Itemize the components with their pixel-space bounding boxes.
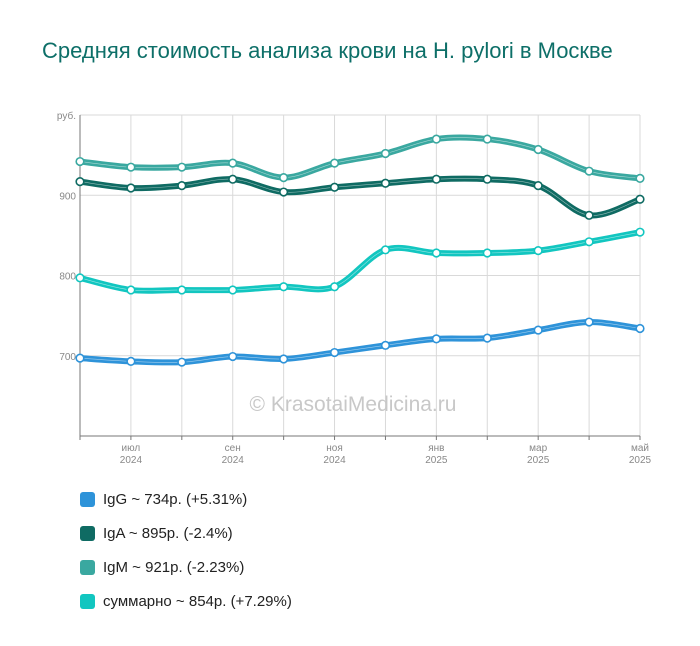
data-point-igg xyxy=(126,356,136,366)
data-point-igm xyxy=(431,134,441,144)
data-point-igm xyxy=(75,156,85,167)
data-point-igg xyxy=(177,357,187,367)
x-tick-year: 2024 xyxy=(323,455,346,466)
x-tick-month: май xyxy=(631,443,649,454)
data-point-igm xyxy=(126,162,136,172)
series-line-iga xyxy=(77,175,643,219)
data-point-igg xyxy=(329,347,340,358)
data-point-iga xyxy=(177,181,187,191)
x-tick-year: 2025 xyxy=(527,455,550,466)
y-tick-label: 900 xyxy=(59,191,76,202)
data-point-iga xyxy=(533,181,543,191)
legend-swatch xyxy=(80,525,95,541)
grid xyxy=(79,114,641,436)
data-point-igg xyxy=(533,325,543,335)
data-point-iga xyxy=(329,182,340,192)
legend-swatch xyxy=(80,491,95,507)
series-layer xyxy=(75,134,645,367)
data-point-iga xyxy=(279,187,289,197)
data-point-igm xyxy=(228,158,238,168)
legend-swatch xyxy=(80,593,95,609)
data-point-total xyxy=(75,273,85,283)
x-tick-year: 2025 xyxy=(425,455,448,466)
data-point-total xyxy=(329,282,340,292)
data-point-igm xyxy=(177,162,187,172)
data-point-total xyxy=(635,227,645,237)
data-point-total xyxy=(228,285,238,295)
data-point-igm xyxy=(329,158,340,168)
x-tick-month: ноя xyxy=(326,443,343,454)
series-iga xyxy=(75,174,645,220)
data-point-iga xyxy=(482,174,492,184)
data-point-total xyxy=(380,245,391,255)
data-point-total xyxy=(126,285,136,295)
x-tick-month: янв xyxy=(428,443,444,454)
y-tick-label: 800 xyxy=(59,272,76,283)
x-tick-year: 2025 xyxy=(629,455,652,466)
legend-label: IgG ~ 734р. (+5.31%) xyxy=(103,490,248,508)
y-tick-label: 700 xyxy=(59,352,76,363)
data-point-igg xyxy=(482,333,492,343)
x-tick-year: 2024 xyxy=(222,455,245,466)
data-point-igg xyxy=(75,353,85,363)
x-tick-month: июл xyxy=(122,443,141,454)
data-point-igm xyxy=(584,166,594,176)
data-point-iga xyxy=(635,194,645,204)
data-point-iga xyxy=(431,174,441,184)
data-point-igg xyxy=(584,317,594,327)
data-point-igg xyxy=(228,351,238,362)
data-point-total xyxy=(482,248,492,258)
legend-item-igg[interactable]: IgG ~ 734р. (+5.31%) xyxy=(80,482,292,516)
legend-item-igm[interactable]: IgM ~ 921р. (-2.23%) xyxy=(80,550,292,584)
data-point-igm xyxy=(635,173,645,183)
data-point-total xyxy=(584,237,594,247)
data-point-iga xyxy=(228,174,238,184)
data-point-total xyxy=(279,282,289,292)
data-point-iga xyxy=(584,210,594,220)
data-point-total xyxy=(431,248,441,258)
data-point-total xyxy=(533,246,543,256)
data-point-igm xyxy=(279,172,289,183)
data-point-igg xyxy=(431,334,441,344)
y-unit-label: руб. xyxy=(57,110,76,122)
legend-label: IgM ~ 921р. (-2.23%) xyxy=(103,558,245,576)
series-line-igm xyxy=(77,134,643,182)
legend-item-total[interactable]: суммарно ~ 854р. (+7.29%) xyxy=(80,584,292,618)
x-tick-month: мар xyxy=(529,443,547,454)
data-point-iga xyxy=(75,177,85,187)
data-point-igg xyxy=(380,340,391,350)
data-point-total xyxy=(177,285,187,295)
legend-item-iga[interactable]: IgA ~ 895р. (-2.4%) xyxy=(80,516,292,550)
legend: IgG ~ 734р. (+5.31%) IgA ~ 895р. (-2.4%) I… xyxy=(80,482,292,618)
legend-swatch xyxy=(80,559,95,575)
data-point-iga xyxy=(380,178,391,188)
legend-label: IgA ~ 895р. (-2.4%) xyxy=(103,524,233,542)
series-line-total xyxy=(77,229,643,294)
x-tick-year: 2024 xyxy=(120,455,143,466)
data-point-iga xyxy=(126,183,136,193)
legend-label: суммарно ~ 854р. (+7.29%) xyxy=(103,592,292,610)
series-igm xyxy=(75,134,645,183)
series-igg xyxy=(75,317,645,367)
x-tick-month: сен xyxy=(225,443,241,454)
series-total xyxy=(75,227,645,295)
series-line-highlight-total xyxy=(79,231,641,292)
series-line-igg xyxy=(77,319,643,366)
watermark: © KrasotaiMedicina.ru xyxy=(250,393,457,416)
data-point-igg xyxy=(279,354,289,364)
data-point-igm xyxy=(380,148,391,159)
data-point-igg xyxy=(635,323,645,334)
axes: 700800900руб.июл2024сен2024ноя2024янв202… xyxy=(57,110,652,466)
chart-title: Средняя стоимость анализа крови на H. py… xyxy=(42,38,613,63)
data-point-igm xyxy=(533,144,543,155)
data-point-igm xyxy=(482,134,492,144)
